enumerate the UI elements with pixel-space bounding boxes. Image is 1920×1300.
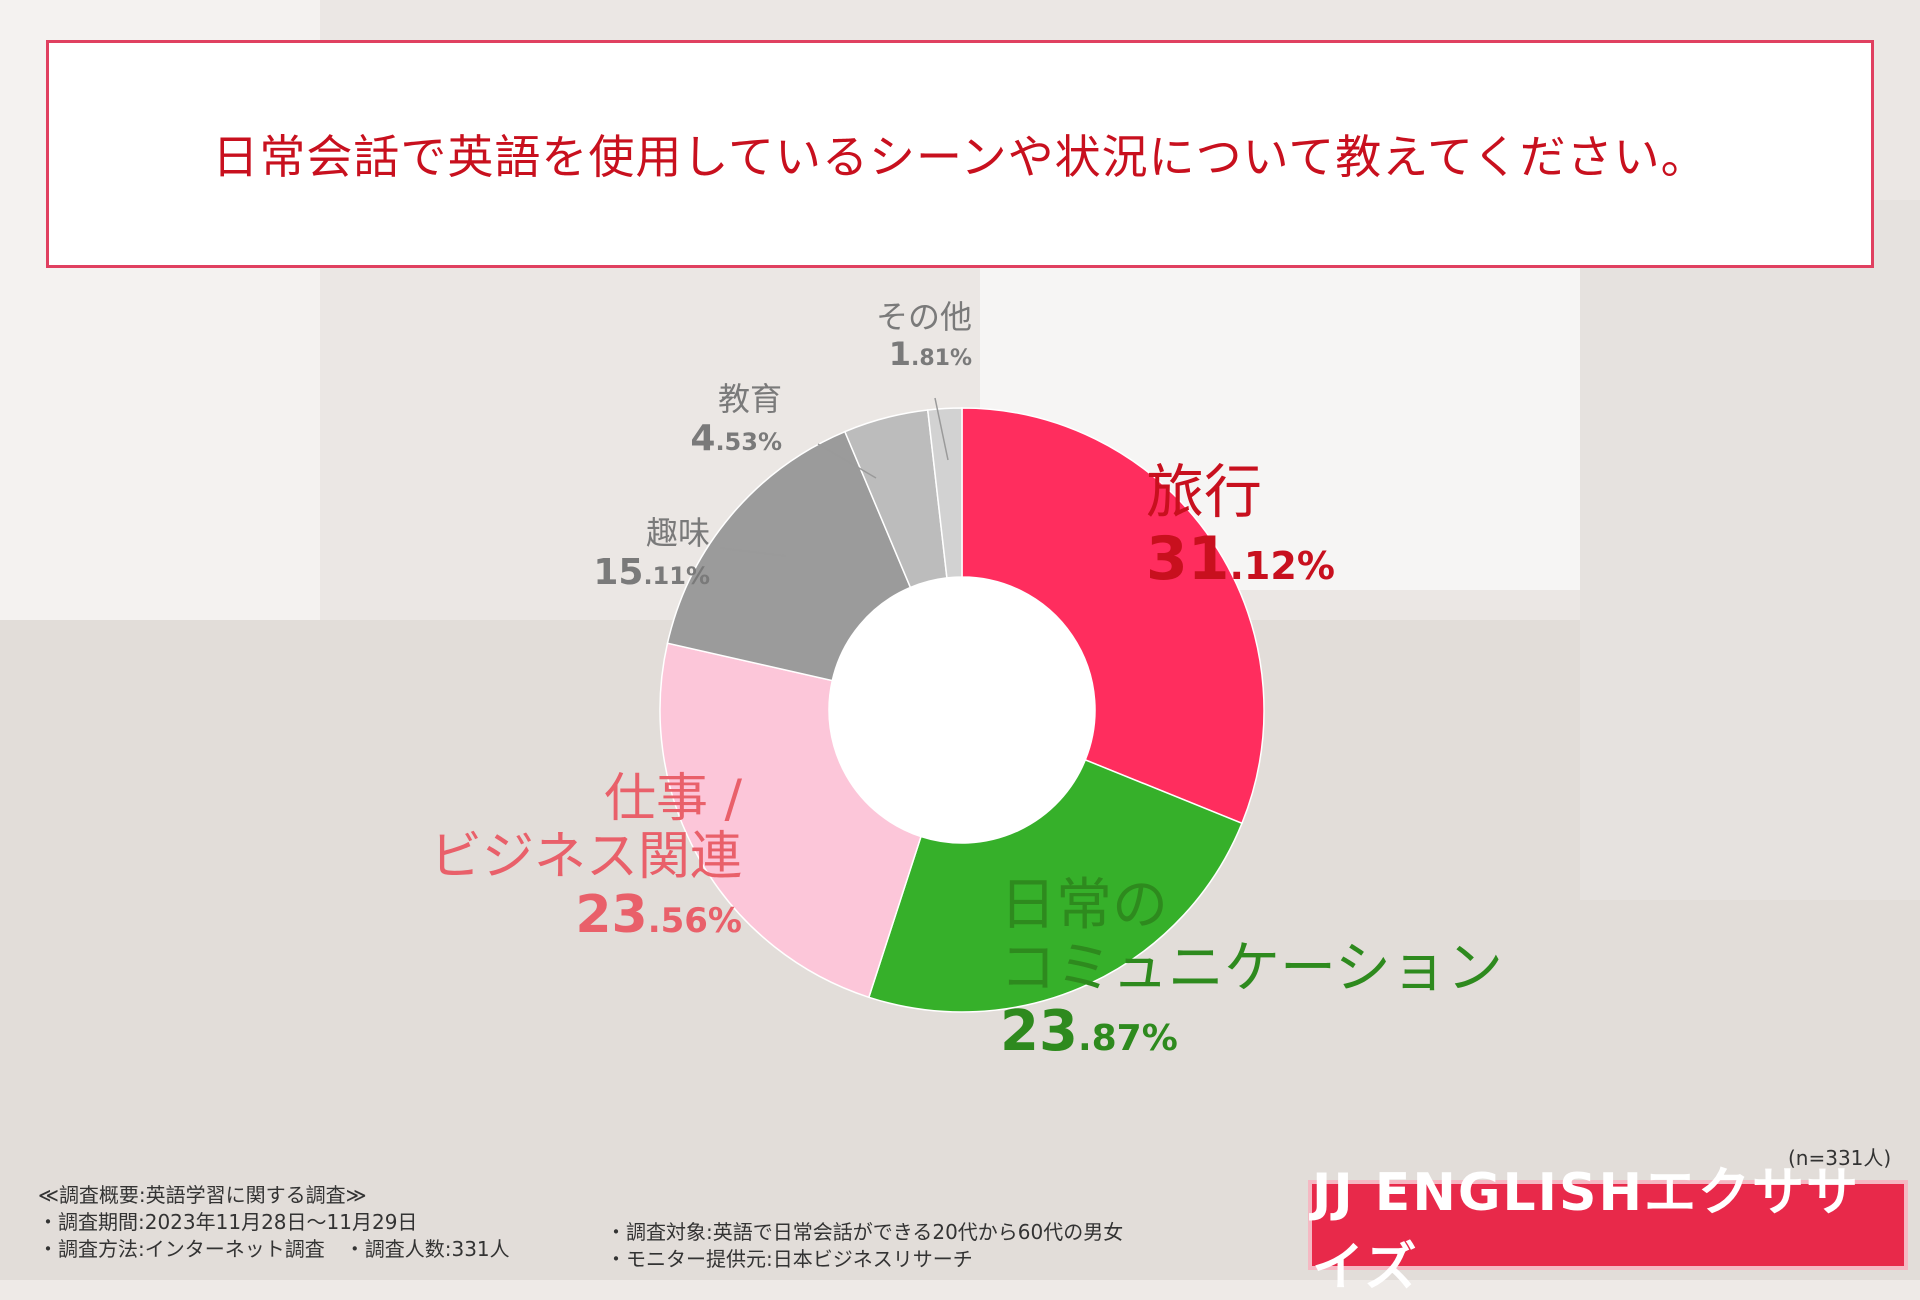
leader-line-hobby <box>719 547 787 557</box>
label-value-travel: 31.12% <box>1146 523 1335 608</box>
sample-size: (n=331人) <box>1788 1146 1892 1170</box>
label-name-other: その他 <box>875 298 972 336</box>
label-value-work-business: 23.56% <box>430 886 742 957</box>
leader-line-other <box>934 397 949 461</box>
label-value-dec-daily-communication: .87% <box>1077 1018 1178 1060</box>
label-name-travel: 旅行 <box>1146 458 1263 526</box>
label-hobby: 趣味 15.11% <box>593 514 710 599</box>
label-value-int-hobby: 15 <box>593 551 644 593</box>
label-name-work-business-1: 仕事 / <box>603 769 742 829</box>
question-title: 日常会話で英語を使用しているシーンや状況について教えてください。 <box>212 130 1708 184</box>
notes-heading: ≪調査概要:英語学習に関する調査≫ <box>38 1183 367 1207</box>
leader-line-education <box>817 443 877 479</box>
label-name-daily-communication-1: 日常の <box>1000 873 1168 938</box>
label-name-education: 教育 <box>717 380 782 418</box>
label-name-daily-communication-2: コミュニケーション <box>1000 935 1503 1001</box>
label-travel: 旅行 31.12% <box>1146 460 1335 608</box>
label-name-hobby: 趣味 <box>645 514 710 552</box>
label-value-int-education: 4 <box>690 417 716 459</box>
brand-logo: JJ ENGLISHエクササイズ <box>1308 1163 1908 1298</box>
label-value-dec-travel: .12% <box>1229 543 1335 588</box>
notes-provider: ・モニター提供元:日本ビジネスリサーチ <box>606 1247 973 1271</box>
label-value-int-work-business: 23 <box>575 885 648 946</box>
label-education: 教育 4.53% <box>690 380 782 465</box>
label-value-int-daily-communication: 23 <box>1000 999 1078 1065</box>
label-name-work-business-2: ビジネス関連 <box>429 827 742 888</box>
label-value-dec-hobby: .11% <box>643 561 710 590</box>
label-value-int-other: 1 <box>888 334 911 373</box>
question-title-box: 日常会話で英語を使用しているシーンや状況について教えてください。 <box>46 40 1874 268</box>
label-value-hobby: 15.11% <box>593 552 710 599</box>
label-value-daily-communication: 23.87% <box>1000 1000 1503 1077</box>
label-value-int-travel: 31 <box>1146 523 1230 594</box>
notes-period: ・調査期間:2023年11月28日～11月29日 <box>38 1210 418 1234</box>
label-daily-communication: 日常の コミュニケーション 23.87% <box>1000 873 1503 1078</box>
notes-target: ・調査対象:英語で日常会話ができる20代から60代の男女 <box>606 1220 1124 1244</box>
donut-hole <box>829 577 1095 843</box>
survey-notes-right: ・調査対象:英語で日常会話ができる20代から60代の男女 ・モニター提供元:日本… <box>606 1219 1123 1273</box>
label-value-dec-work-business: .56% <box>647 901 742 942</box>
notes-method: ・調査方法:インターネット調査 ・調査人数:331人 <box>38 1237 510 1261</box>
label-value-education: 4.53% <box>690 418 782 465</box>
label-value-dec-other: .81% <box>910 345 972 371</box>
label-value-other: 1.81% <box>876 334 972 379</box>
label-work-business: 仕事 / ビジネス関連 23.56% <box>430 770 742 957</box>
survey-notes: ≪調査概要:英語学習に関する調査≫ ・調査期間:2023年11月28日～11月2… <box>38 1182 510 1263</box>
label-other: その他 1.81% <box>875 298 972 379</box>
label-value-dec-education: .53% <box>715 427 782 456</box>
